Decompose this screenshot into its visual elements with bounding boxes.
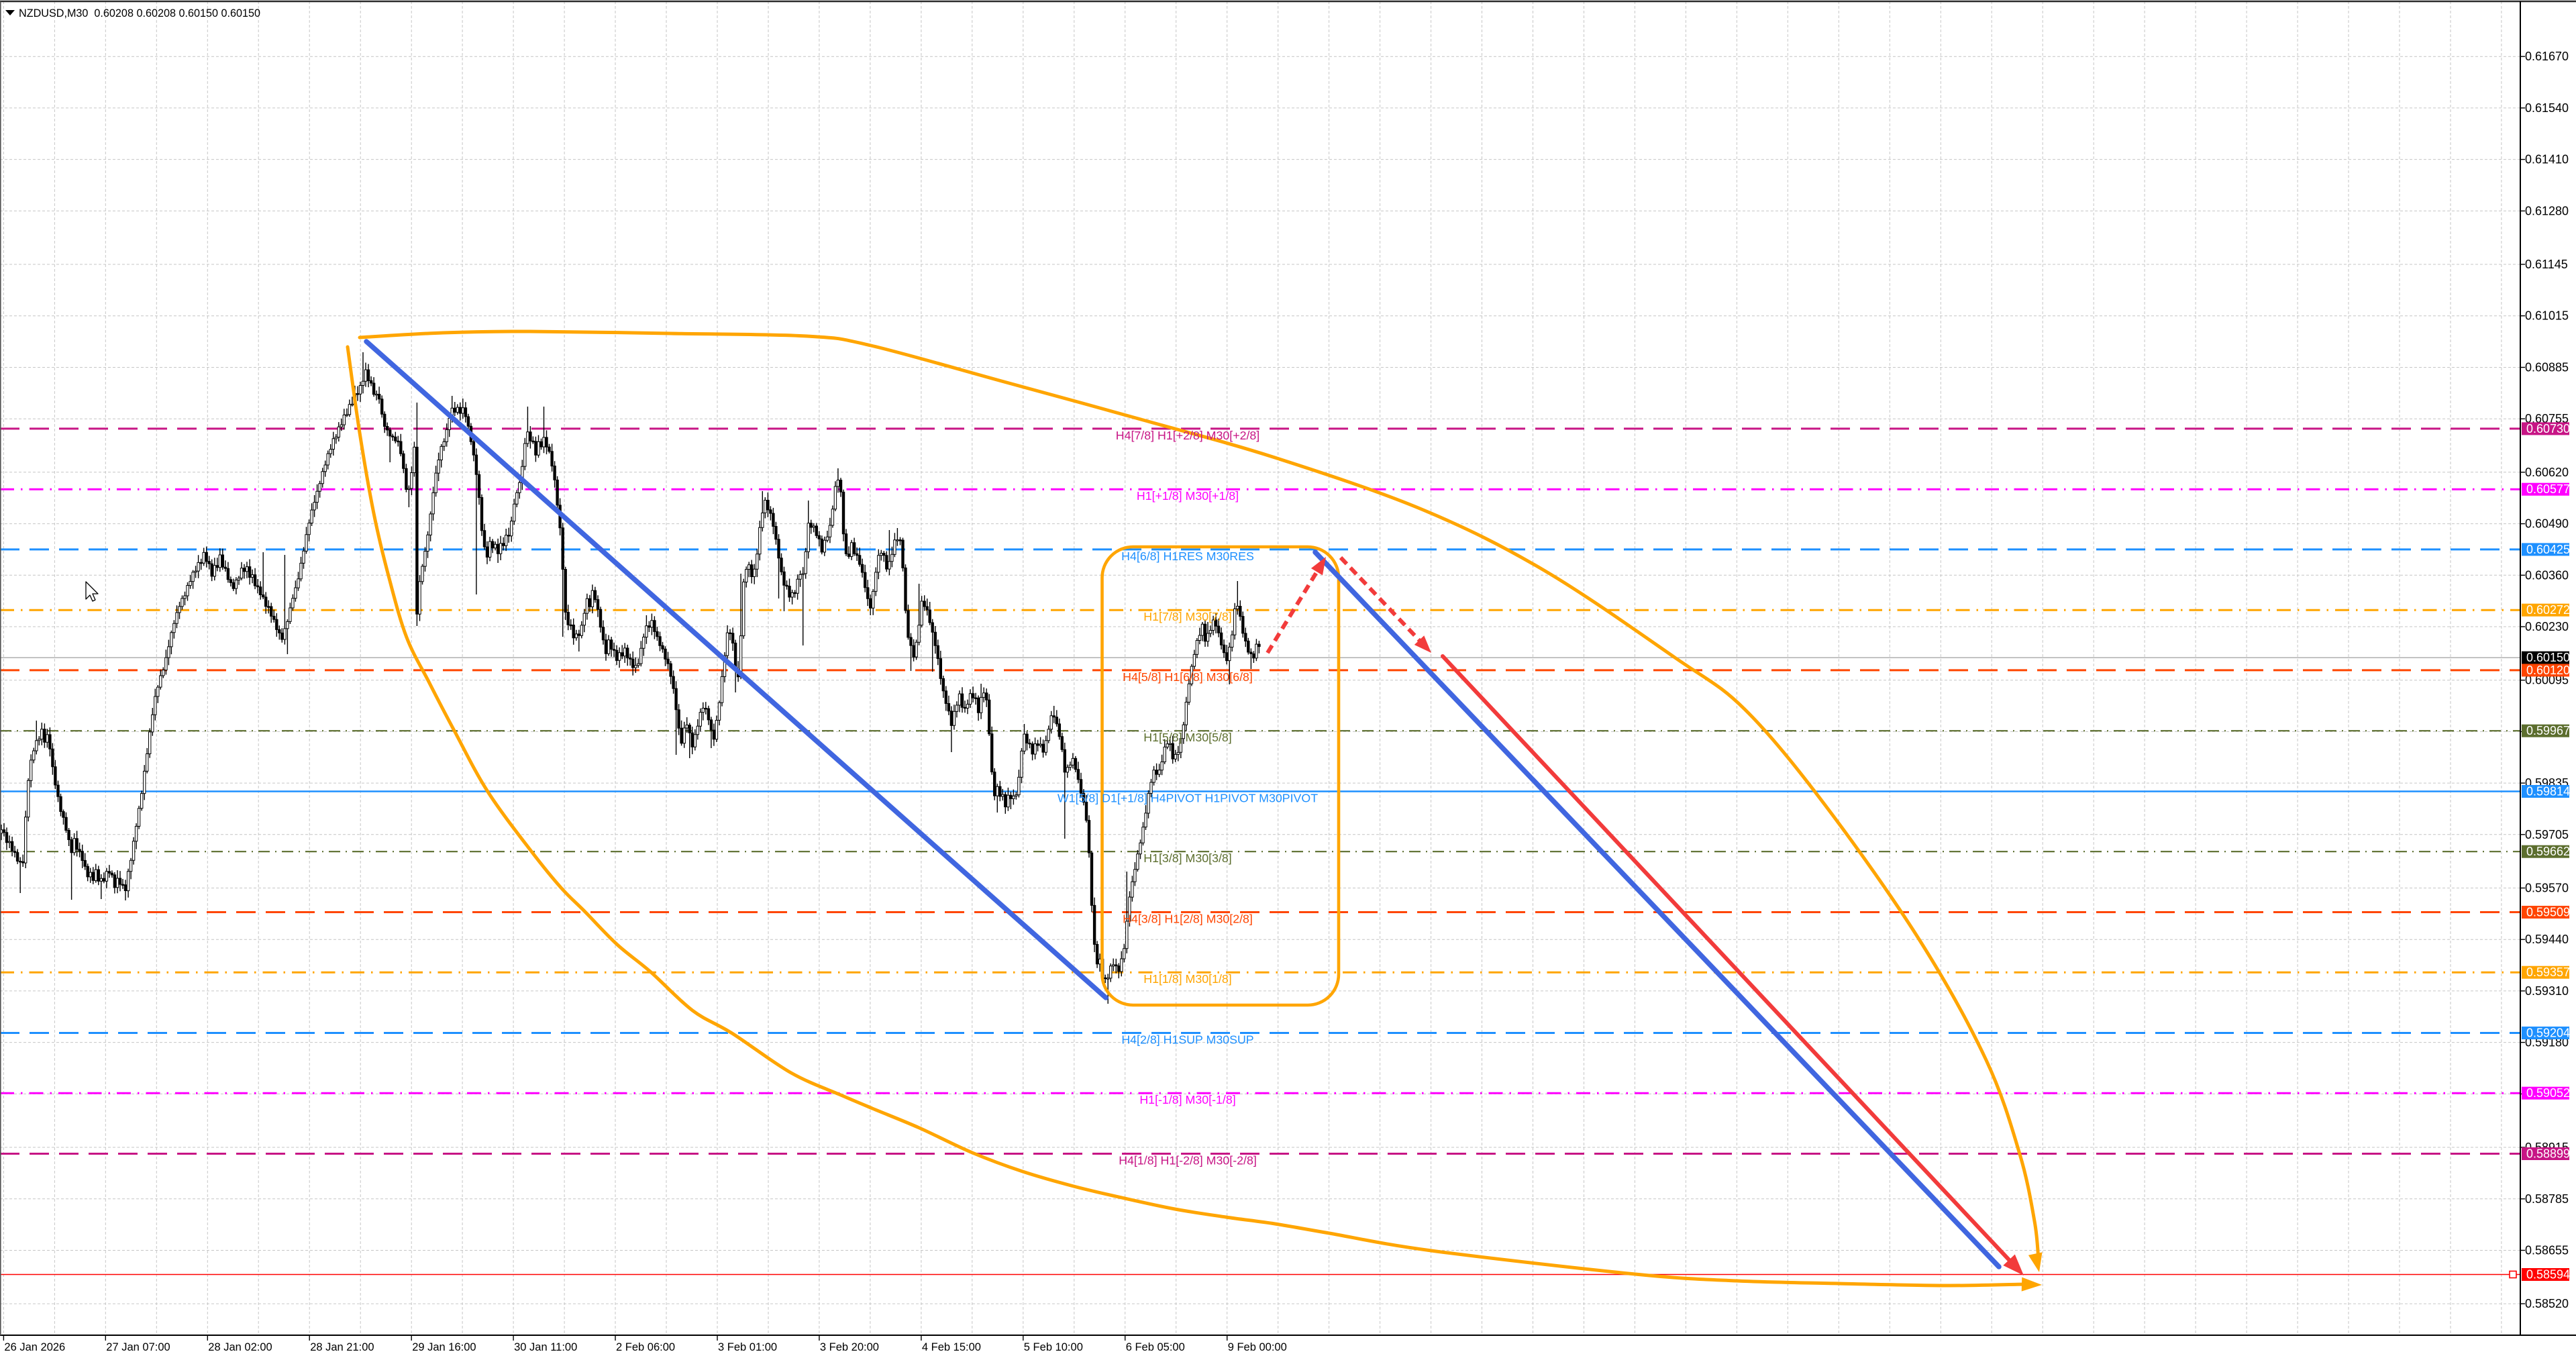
svg-text:0.60490: 0.60490 bbox=[2525, 517, 2569, 531]
svg-text:0.59204: 0.59204 bbox=[2526, 1027, 2570, 1040]
svg-text:4 Feb 15:00: 4 Feb 15:00 bbox=[922, 1341, 981, 1353]
svg-text:0.59440: 0.59440 bbox=[2525, 933, 2569, 946]
svg-text:0.59570: 0.59570 bbox=[2525, 882, 2569, 895]
svg-text:0.59967: 0.59967 bbox=[2526, 724, 2570, 737]
svg-text:NZDUSD,M30 0.60208 0.60208 0.: NZDUSD,M30 0.60208 0.60208 0.60150 0.601… bbox=[19, 7, 260, 19]
svg-text:29 Jan 16:00: 29 Jan 16:00 bbox=[412, 1341, 476, 1353]
svg-text:0.60360: 0.60360 bbox=[2525, 568, 2569, 582]
svg-text:0.59814: 0.59814 bbox=[2526, 785, 2570, 798]
svg-text:0.61280: 0.61280 bbox=[2525, 204, 2569, 217]
svg-text:0.60095: 0.60095 bbox=[2525, 674, 2569, 687]
svg-text:W1[5/8] D1[+1/8] H4PIVOT H1PIV: W1[5/8] D1[+1/8] H4PIVOT H1PIVOT M30PIVO… bbox=[1058, 792, 1318, 805]
svg-text:H1[5/8] M30[5/8]: H1[5/8] M30[5/8] bbox=[1143, 731, 1231, 744]
svg-text:0.60755: 0.60755 bbox=[2525, 412, 2569, 425]
svg-text:H1[3/8] M30[3/8]: H1[3/8] M30[3/8] bbox=[1143, 851, 1231, 865]
svg-text:H1[7/8] M30[7/8]: H1[7/8] M30[7/8] bbox=[1143, 610, 1231, 623]
svg-text:0.58594: 0.58594 bbox=[2526, 1268, 2570, 1282]
svg-text:H1[+1/8] M30[+1/8]: H1[+1/8] M30[+1/8] bbox=[1137, 489, 1239, 503]
svg-text:0.60730: 0.60730 bbox=[2526, 422, 2570, 435]
svg-text:H4[6/8] H1RES M30RES: H4[6/8] H1RES M30RES bbox=[1121, 550, 1254, 563]
svg-text:0.61145: 0.61145 bbox=[2525, 258, 2568, 271]
svg-text:0.60425: 0.60425 bbox=[2526, 543, 2570, 556]
svg-text:H4[1/8] H1[-2/8] M30[-2/8]: H4[1/8] H1[-2/8] M30[-2/8] bbox=[1119, 1154, 1257, 1167]
svg-text:0.60272: 0.60272 bbox=[2526, 603, 2570, 617]
svg-text:0.61540: 0.61540 bbox=[2525, 101, 2569, 115]
svg-text:0.59509: 0.59509 bbox=[2526, 906, 2570, 919]
svg-text:5 Feb 10:00: 5 Feb 10:00 bbox=[1024, 1341, 1083, 1353]
svg-text:0.60150: 0.60150 bbox=[2526, 651, 2570, 664]
svg-text:0.58655: 0.58655 bbox=[2525, 1244, 2569, 1257]
svg-text:0.61670: 0.61670 bbox=[2525, 50, 2569, 63]
svg-text:28 Jan 21:00: 28 Jan 21:00 bbox=[310, 1341, 374, 1353]
svg-text:26 Jan 2026: 26 Jan 2026 bbox=[4, 1341, 65, 1353]
svg-text:0.59052: 0.59052 bbox=[2526, 1086, 2570, 1100]
svg-text:3 Feb 20:00: 3 Feb 20:00 bbox=[820, 1341, 879, 1353]
svg-text:0.60620: 0.60620 bbox=[2525, 466, 2569, 479]
svg-text:H1[-1/8] M30[-1/8]: H1[-1/8] M30[-1/8] bbox=[1139, 1093, 1235, 1106]
svg-text:H4[2/8] H1SUP M30SUP: H4[2/8] H1SUP M30SUP bbox=[1121, 1033, 1253, 1047]
svg-text:28 Jan 02:00: 28 Jan 02:00 bbox=[208, 1341, 272, 1353]
svg-text:0.59357: 0.59357 bbox=[2526, 966, 2570, 979]
svg-text:30 Jan 11:00: 30 Jan 11:00 bbox=[514, 1341, 577, 1353]
svg-text:0.58520: 0.58520 bbox=[2525, 1297, 2569, 1310]
svg-text:0.60230: 0.60230 bbox=[2525, 620, 2569, 633]
svg-text:9 Feb 00:00: 9 Feb 00:00 bbox=[1228, 1341, 1287, 1353]
svg-text:0.59310: 0.59310 bbox=[2525, 984, 2569, 998]
svg-text:0.60885: 0.60885 bbox=[2525, 361, 2569, 374]
svg-text:0.61410: 0.61410 bbox=[2525, 153, 2569, 166]
svg-text:0.59662: 0.59662 bbox=[2526, 845, 2570, 858]
svg-text:0.61015: 0.61015 bbox=[2525, 309, 2569, 323]
svg-text:H1[1/8] M30[1/8]: H1[1/8] M30[1/8] bbox=[1143, 972, 1231, 986]
svg-text:0.59705: 0.59705 bbox=[2525, 828, 2569, 841]
svg-text:H4[7/8] H1[+2/8] M30[+2/8]: H4[7/8] H1[+2/8] M30[+2/8] bbox=[1116, 429, 1260, 442]
svg-text:0.58785: 0.58785 bbox=[2525, 1192, 2569, 1206]
svg-text:H4[5/8] H1[6/8] M30[6/8]: H4[5/8] H1[6/8] M30[6/8] bbox=[1123, 670, 1253, 684]
svg-text:0.60120: 0.60120 bbox=[2526, 664, 2570, 677]
svg-text:2 Feb 06:00: 2 Feb 06:00 bbox=[616, 1341, 675, 1353]
svg-text:0.58899: 0.58899 bbox=[2526, 1147, 2570, 1161]
svg-text:27 Jan 07:00: 27 Jan 07:00 bbox=[106, 1341, 170, 1353]
svg-text:3 Feb 01:00: 3 Feb 01:00 bbox=[718, 1341, 777, 1353]
svg-text:6 Feb 05:00: 6 Feb 05:00 bbox=[1126, 1341, 1185, 1353]
svg-text:H4[3/8] H1[2/8] M30[2/8]: H4[3/8] H1[2/8] M30[2/8] bbox=[1123, 912, 1253, 926]
svg-text:0.60577: 0.60577 bbox=[2526, 482, 2570, 496]
